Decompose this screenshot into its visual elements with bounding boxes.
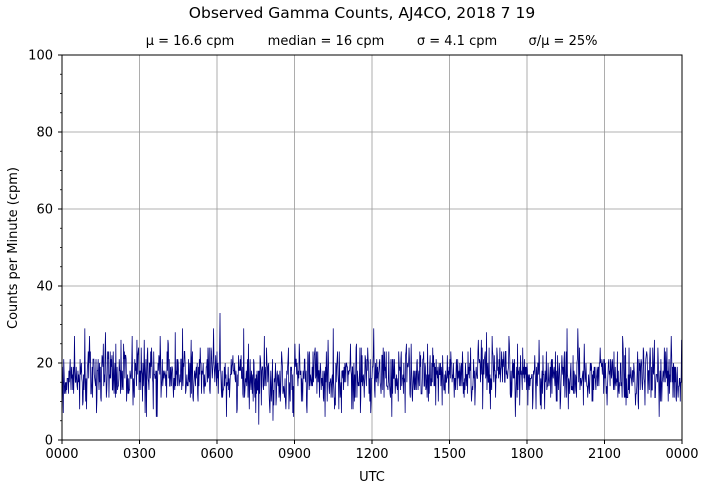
y-tick-label: 40	[36, 280, 53, 295]
y-tick-label: 100	[28, 49, 53, 64]
y-tick-label: 0	[45, 434, 53, 449]
axis-ticks: 0000 0300 0600 0900 1200 1500 1800 2100 00000204…	[28, 49, 698, 463]
x-tick-label: 0600	[200, 447, 233, 462]
subtitle-sigma: σ = 4.1 cpm	[417, 34, 497, 49]
x-tick-label: 0000	[45, 447, 78, 462]
x-tick-label: 1200	[355, 447, 388, 462]
y-axis-label: Counts per Minute (cpm)	[6, 167, 21, 329]
x-tick-label: 2100	[588, 447, 621, 462]
x-tick-label: 1800	[510, 447, 543, 462]
subtitle-ratio: σ/μ = 25%	[529, 34, 598, 49]
x-tick-label: 0300	[123, 447, 156, 462]
chart-title: Observed Gamma Counts, AJ4CO, 2018 7 19	[189, 4, 535, 22]
subtitle-median: median = 16 cpm	[268, 34, 385, 49]
series-line-gamma-counts	[61, 312, 683, 425]
series-layer	[61, 312, 683, 425]
x-axis-label: UTC	[359, 470, 385, 485]
x-tick-label: 0000	[665, 447, 698, 462]
gridlines	[62, 55, 682, 440]
y-tick-label: 60	[36, 203, 53, 218]
subtitle-mean: μ = 16.6 cpm	[146, 34, 235, 49]
y-tick-label: 80	[36, 126, 53, 141]
x-tick-label: 1500	[433, 447, 466, 462]
x-tick-label: 0900	[278, 447, 311, 462]
y-tick-label: 20	[36, 357, 53, 372]
